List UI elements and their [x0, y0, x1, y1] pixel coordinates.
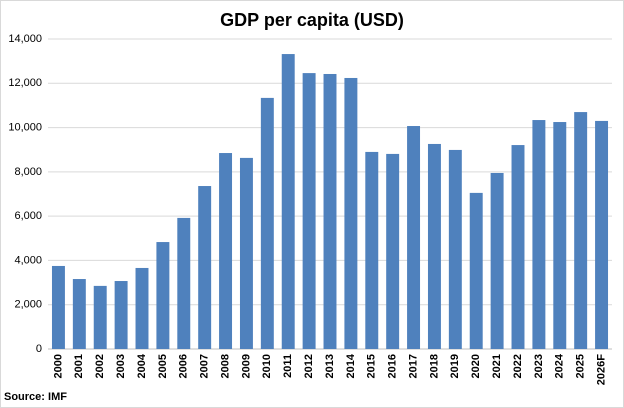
x-tick-label: 2008	[219, 354, 231, 378]
x-tick-label: 2001	[73, 354, 85, 378]
bar	[93, 285, 107, 349]
x-tick-label: 2003	[115, 354, 127, 378]
bar	[260, 97, 274, 350]
x-tick-label: 2015	[366, 354, 378, 378]
bar	[365, 151, 379, 349]
x-tick-label: 2007	[199, 354, 211, 378]
x-tick-label: 2018	[428, 354, 440, 378]
y-tick-label: 2,000	[14, 299, 42, 311]
x-tick-label: 2020	[470, 354, 482, 378]
bar	[51, 265, 65, 349]
bar	[323, 73, 337, 349]
y-tick-label: 8,000	[14, 166, 42, 178]
x-tick-label: 2014	[345, 353, 357, 378]
y-tick-label: 12,000	[8, 77, 42, 89]
bar	[595, 120, 609, 349]
x-tick-label: 2022	[512, 354, 524, 378]
bar	[553, 122, 567, 350]
bar	[427, 143, 441, 349]
y-tick-label: 4,000	[14, 254, 42, 266]
bar	[198, 186, 212, 349]
x-tick-label: 2011	[282, 354, 294, 378]
source-note: Source: IMF	[4, 391, 67, 403]
y-tick-label: 0	[36, 343, 42, 355]
x-tick-label: 2024	[554, 353, 566, 378]
bar	[156, 242, 170, 349]
bar	[302, 73, 316, 349]
x-tick-label: 2000	[52, 354, 64, 378]
bar	[239, 157, 253, 349]
bar	[386, 153, 400, 349]
x-tick-label: 2023	[533, 354, 545, 378]
x-tick-label: 2013	[324, 354, 336, 378]
bar	[448, 149, 462, 349]
x-tick-label: 2016	[387, 354, 399, 378]
x-tick-label: 2025	[575, 354, 587, 378]
y-tick-label: 10,000	[8, 121, 42, 133]
y-tick-label: 14,000	[8, 33, 42, 45]
x-tick-label: 2005	[157, 354, 169, 378]
x-tick-label: 2006	[178, 354, 190, 378]
bar	[511, 145, 525, 349]
x-tick-label: 2002	[94, 354, 106, 378]
x-tick-label: 2012	[303, 354, 315, 378]
bar	[407, 126, 421, 350]
x-tick-label: 2021	[491, 354, 503, 378]
bar	[344, 77, 358, 349]
x-tick-label: 2004	[136, 353, 148, 378]
x-tick-label: 2009	[240, 354, 252, 378]
x-tick-label: 2010	[261, 354, 273, 378]
bar	[219, 153, 233, 349]
bar	[114, 281, 128, 349]
chart-title: GDP per capita (USD)	[220, 10, 404, 30]
bar	[490, 172, 504, 349]
y-tick-label: 6,000	[14, 210, 42, 222]
x-tick-label: 2017	[407, 354, 419, 378]
x-tick-label: 2019	[449, 354, 461, 378]
bar	[177, 217, 191, 349]
bar	[532, 120, 546, 350]
bar	[135, 267, 149, 349]
bar	[469, 192, 483, 349]
bar	[574, 112, 588, 349]
bar	[72, 279, 86, 349]
bar	[281, 54, 295, 350]
x-tick-label: 2026F	[595, 354, 607, 385]
